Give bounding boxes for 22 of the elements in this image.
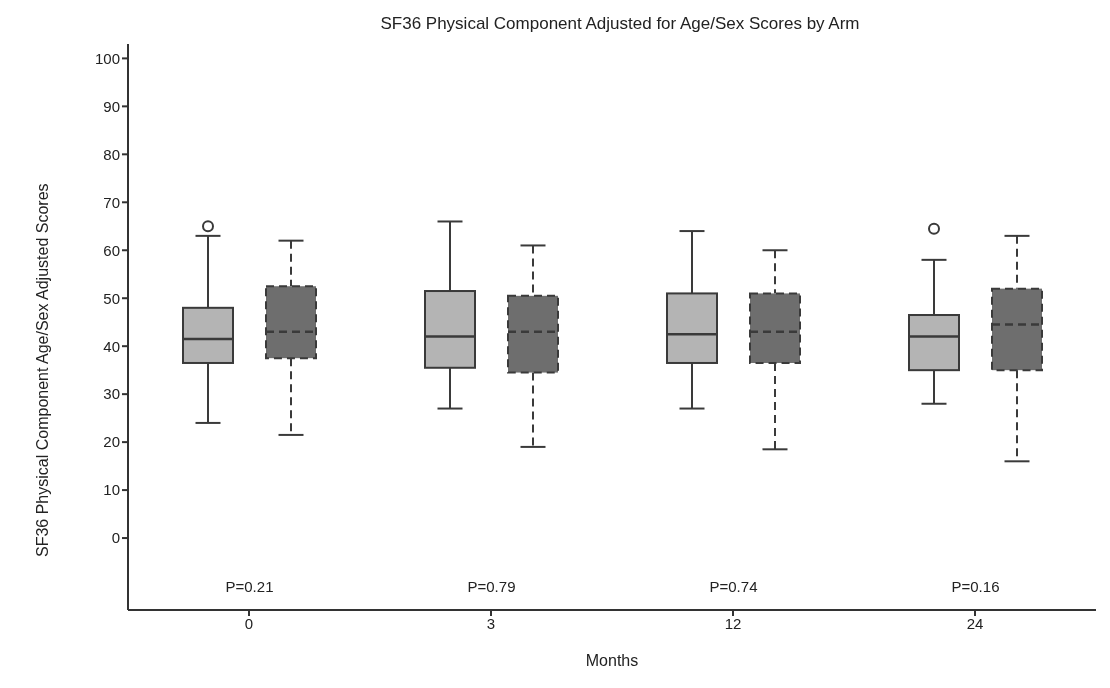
y-tick-label: 60 [103, 241, 120, 259]
y-tick-label: 30 [103, 385, 120, 403]
y-tick-label: 10 [103, 481, 120, 499]
y-tick-label: 50 [103, 289, 120, 307]
x-tick-label: 3 [486, 614, 496, 632]
y-tick-label: 100 [94, 49, 120, 67]
y-tick-label: 90 [103, 97, 120, 115]
annotation: P=0.74 [709, 578, 758, 595]
annotation: P=0.16 [951, 578, 1000, 595]
chart-title: SF36 Physical Component Adjusted for Age/Sex Scores by Arm [379, 14, 861, 34]
annotation: P=0.79 [467, 578, 516, 595]
x-tick-label: 24 [966, 614, 984, 632]
y-axis-title: SF36 Physical Component Age/Sex Adjusted Scores [33, 183, 51, 557]
y-tick-label: 40 [103, 337, 120, 355]
annotation: P=0.21 [225, 578, 274, 595]
y-tick-label: 0 [111, 529, 120, 547]
y-tick-label: 80 [103, 145, 120, 163]
x-tick-label: 0 [244, 614, 254, 632]
y-tick-label: 20 [103, 433, 120, 451]
x-tick-label: 12 [724, 614, 742, 632]
x-axis-title: Months [585, 652, 639, 669]
y-tick-label: 70 [103, 193, 120, 211]
